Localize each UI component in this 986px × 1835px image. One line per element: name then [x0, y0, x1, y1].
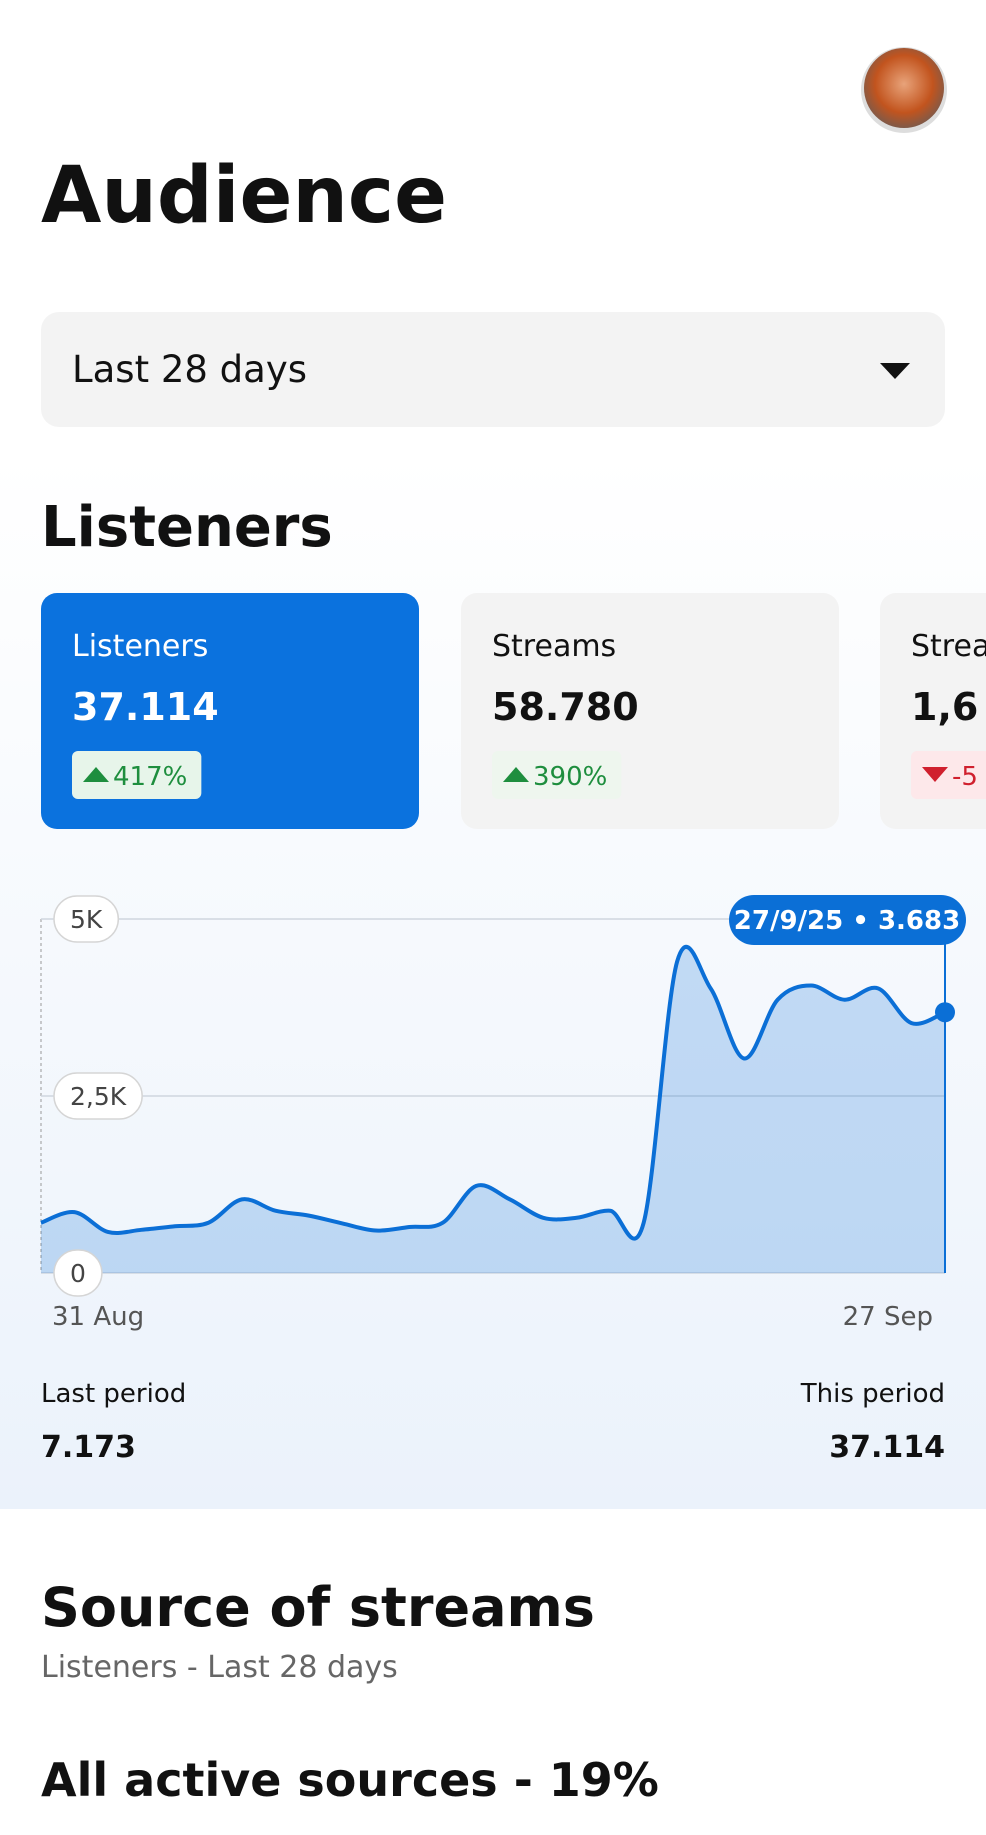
change-badge — [911, 751, 986, 799]
card-value: 58.780 — [492, 685, 639, 729]
highlight-point — [935, 1002, 955, 1023]
x-tick-label: 31 Aug — [52, 1302, 144, 1332]
last-period-label: Last period — [41, 1379, 186, 1409]
y-tick-pill — [53, 895, 120, 943]
sources-heading: All active sources - 19% — [41, 1753, 659, 1807]
y-tick-label: 5K — [70, 905, 103, 934]
sources-title: Source of streams — [41, 1576, 595, 1639]
card-label: Listeners — [72, 629, 208, 664]
change-badge — [492, 751, 622, 799]
card-change: 417% — [113, 762, 187, 792]
page-title: Audience — [41, 151, 447, 241]
y-tick-label: 0 — [70, 1259, 86, 1288]
change-badge — [72, 751, 202, 799]
dropdown-label: Last 28 days — [72, 348, 307, 391]
card-change: -5 — [952, 762, 978, 792]
metric-cards: Listeners 37.114 417% Streams 58.780 390% Stre… — [41, 593, 986, 829]
sources-subtitle: Listeners - Last 28 days — [41, 1650, 398, 1685]
chart: 27/9/25 • 3.683 0 2,5K 5K — [40, 895, 966, 1297]
last-period-value: 7.173 — [41, 1430, 136, 1465]
y-tick-pill — [53, 1249, 103, 1297]
x-tick-label: 27 Sep — [843, 1302, 933, 1332]
change-arrow — [503, 767, 529, 782]
card-change: 390% — [533, 762, 607, 792]
card-label: Strea — [911, 629, 986, 664]
line — [40, 944, 946, 1241]
tooltip: 27/9/25 • 3.683 — [734, 906, 960, 936]
section-title: Listeners — [41, 495, 333, 560]
area — [41, 946, 945, 1273]
card-label: Streams — [492, 629, 616, 664]
this-period-label: This period — [800, 1379, 945, 1409]
this-period-value: 37.114 — [829, 1430, 945, 1465]
avatar[interactable] — [864, 48, 944, 128]
dropdown-arrow — [880, 363, 910, 379]
change-arrow — [83, 767, 109, 782]
y-tick-pill — [53, 1072, 143, 1120]
tooltip-box — [729, 895, 966, 945]
period-dropdown[interactable] — [41, 312, 945, 427]
card-value: 37.114 — [72, 685, 219, 729]
change-arrow — [922, 767, 948, 782]
y-tick-label: 2,5K — [70, 1082, 127, 1111]
card-value: 1,6 — [911, 685, 978, 729]
